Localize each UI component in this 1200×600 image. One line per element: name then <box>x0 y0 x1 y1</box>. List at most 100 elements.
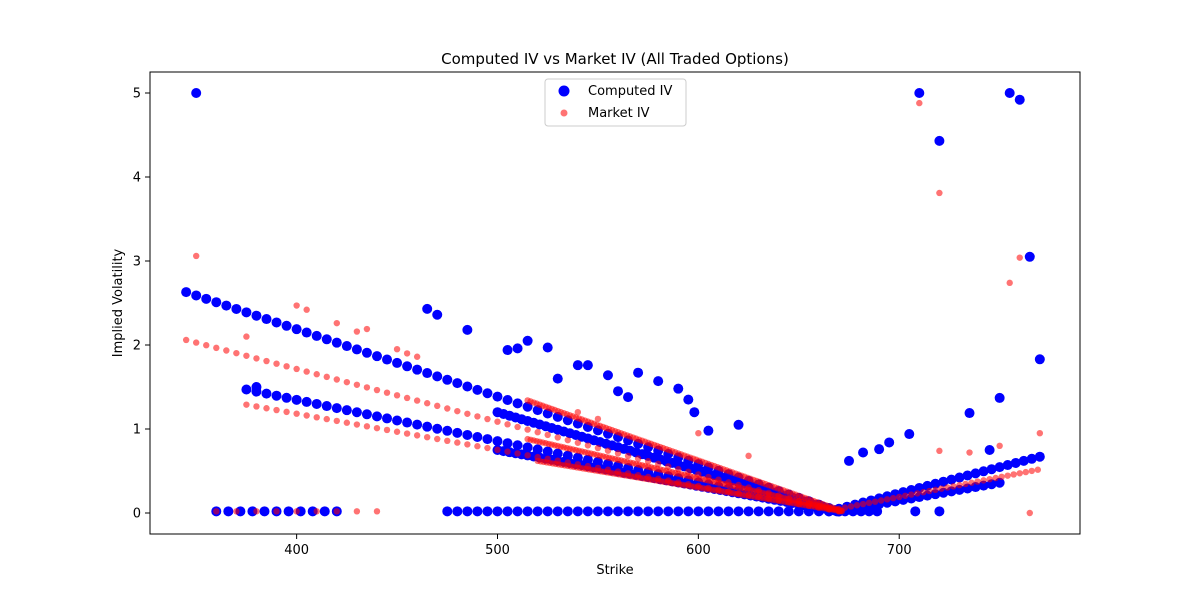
computed-iv-point <box>502 438 513 449</box>
market-iv-point <box>403 394 411 402</box>
market-iv-point <box>293 365 300 373</box>
market-iv-point <box>293 302 300 309</box>
computed-iv-point <box>633 367 644 378</box>
computed-iv-point <box>432 371 443 382</box>
market-iv-point <box>383 389 391 396</box>
market-iv-point <box>454 407 461 415</box>
market-iv-point <box>835 505 843 512</box>
computed-iv-point <box>552 373 563 384</box>
computed-iv-point <box>689 407 700 418</box>
market-iv-point <box>413 432 421 439</box>
market-iv-point <box>865 499 873 507</box>
market-iv-point <box>1010 471 1017 478</box>
market-iv-point <box>434 435 441 443</box>
computed-iv-point <box>432 309 443 320</box>
computed-iv-point <box>281 320 292 331</box>
computed-iv-point <box>241 307 252 318</box>
computed-iv-point <box>502 345 513 356</box>
market-iv-point <box>474 443 481 450</box>
market-iv-point <box>554 434 561 441</box>
market-iv-point <box>504 448 511 455</box>
market-iv-point <box>484 415 491 423</box>
market-iv-point <box>293 508 300 515</box>
computed-iv-point <box>552 506 563 517</box>
computed-iv-point <box>673 383 684 394</box>
market-iv-point <box>243 352 250 359</box>
market-iv-point <box>902 492 909 499</box>
market-iv-point <box>916 99 923 107</box>
market-iv-point <box>695 430 702 437</box>
y-tick-label: 1 <box>133 423 141 438</box>
computed-iv-point <box>452 506 463 517</box>
computed-iv-point <box>512 506 523 517</box>
legend-marker-computed-iv <box>558 85 570 97</box>
computed-iv-point <box>946 474 957 485</box>
computed-iv-point <box>1010 457 1021 468</box>
market-iv-point <box>313 508 320 515</box>
market-iv-point <box>962 480 969 488</box>
computed-iv-point <box>938 476 949 487</box>
market-iv-point <box>932 486 939 494</box>
market-iv-point <box>992 474 999 482</box>
market-iv-point <box>624 452 632 460</box>
market-iv-point <box>193 252 200 260</box>
market-iv-point <box>454 439 461 446</box>
market-iv-point <box>303 412 310 419</box>
market-iv-point <box>484 444 491 452</box>
computed-iv-point <box>1024 251 1035 262</box>
market-iv-point <box>283 363 290 370</box>
computed-iv-point <box>713 506 724 517</box>
market-iv-point <box>474 413 481 420</box>
computed-iv-point <box>392 415 403 426</box>
market-iv-point <box>871 498 879 505</box>
computed-iv-point <box>703 425 714 436</box>
computed-iv-point <box>482 388 493 399</box>
computed-iv-point <box>341 405 352 416</box>
plot-area <box>181 88 1045 517</box>
market-iv-point <box>403 350 411 357</box>
market-iv-point <box>996 442 1003 449</box>
market-iv-point <box>968 479 975 486</box>
market-iv-point <box>1004 472 1011 479</box>
computed-iv-point <box>442 425 453 436</box>
computed-iv-point <box>793 506 804 517</box>
computed-iv-point <box>872 506 883 517</box>
market-iv-point <box>859 500 867 508</box>
computed-iv-point <box>693 506 704 517</box>
computed-iv-point <box>321 334 332 345</box>
computed-iv-point <box>492 391 503 402</box>
market-iv-point <box>936 189 943 197</box>
market-iv-point <box>938 485 945 492</box>
computed-iv-point <box>542 342 553 353</box>
market-iv-point <box>920 489 927 496</box>
market-iv-point <box>524 452 531 459</box>
y-axis: 0 1 2 3 4 5 <box>133 87 150 522</box>
computed-iv-point <box>986 464 997 475</box>
legend-marker-market-iv <box>560 109 568 117</box>
market-iv-point <box>413 353 421 360</box>
market-iv-point <box>998 473 1005 481</box>
market-iv-point <box>363 325 371 333</box>
market-iv-point <box>253 508 260 515</box>
market-iv-point <box>423 433 431 441</box>
computed-iv-point <box>472 432 483 442</box>
computed-iv-point <box>432 423 443 434</box>
market-iv-point <box>1016 470 1023 477</box>
market-iv-point <box>1028 467 1035 475</box>
computed-iv-point <box>613 506 624 517</box>
computed-iv-point <box>522 442 533 453</box>
market-iv-point <box>514 450 521 457</box>
market-iv-point <box>434 402 441 410</box>
computed-iv-point <box>311 398 322 409</box>
market-iv-point <box>1026 509 1033 517</box>
computed-iv-point <box>934 135 945 146</box>
computed-iv-point <box>1002 460 1013 471</box>
computed-iv-point <box>906 485 917 496</box>
market-iv-point <box>273 360 280 367</box>
market-iv-point <box>353 421 361 428</box>
market-iv-point <box>950 483 957 490</box>
computed-iv-point <box>422 421 433 432</box>
computed-iv-point <box>1004 88 1015 98</box>
computed-iv-point <box>301 396 312 407</box>
axes-frame <box>149 71 1081 535</box>
